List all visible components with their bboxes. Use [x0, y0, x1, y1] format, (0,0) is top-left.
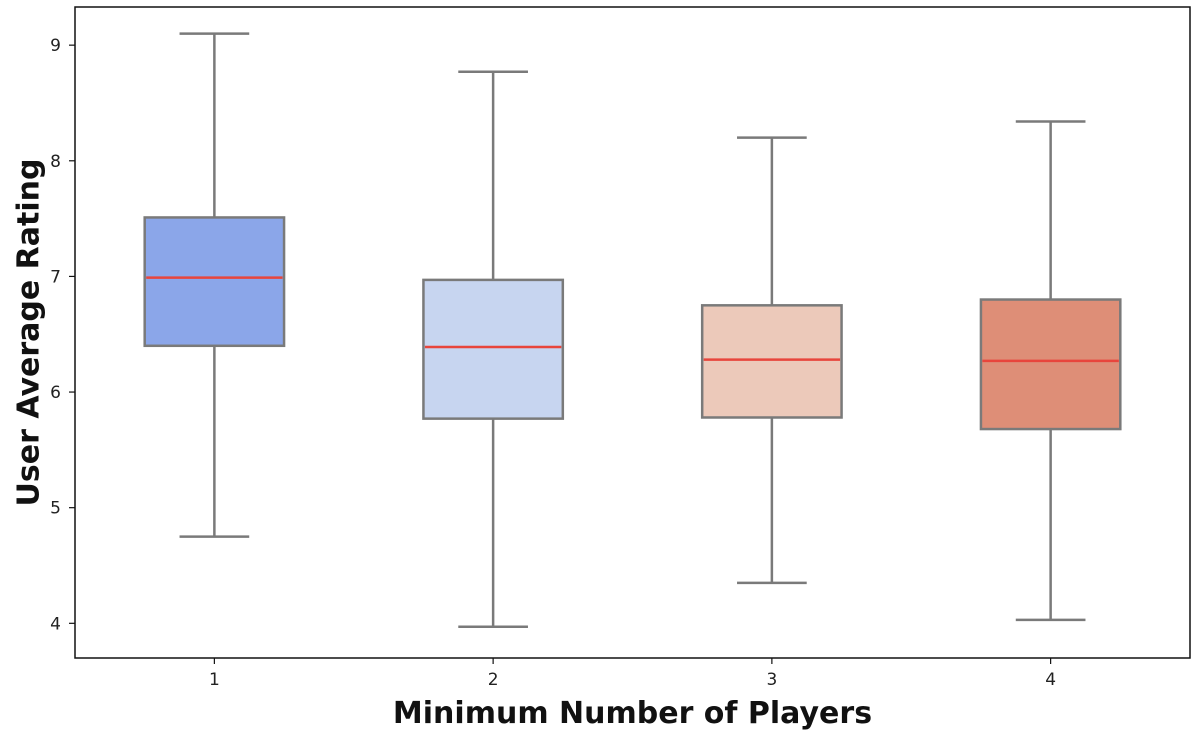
y-tick-label: 9: [50, 36, 61, 56]
iqr-box: [979, 298, 1122, 431]
y-axis-label: User Average Rating: [12, 159, 47, 507]
y-tick-label: 5: [50, 499, 61, 519]
box-group-4: [979, 120, 1122, 622]
x-tick-label: 2: [488, 670, 499, 690]
axis-ticks: 4 5 6 7 8 9 1 2 3 4: [50, 36, 1056, 690]
box-group-1: [143, 32, 286, 538]
iqr-box: [700, 304, 843, 419]
x-tick-label: 4: [1045, 670, 1056, 690]
plot-frame: [74, 6, 1191, 659]
x-tick-label: 1: [209, 670, 220, 690]
iqr-box: [422, 278, 565, 420]
x-tick-label: 3: [766, 670, 777, 690]
box-group-3: [700, 136, 843, 585]
y-tick-label: 6: [50, 383, 61, 403]
box-group-2: [422, 70, 565, 629]
y-tick-label: 4: [50, 614, 61, 634]
plot-area: [143, 32, 1122, 629]
y-tick-label: 7: [50, 267, 61, 287]
iqr-box: [143, 216, 286, 348]
y-tick-label: 8: [50, 152, 61, 172]
x-axis-label: Minimum Number of Players: [393, 696, 872, 731]
